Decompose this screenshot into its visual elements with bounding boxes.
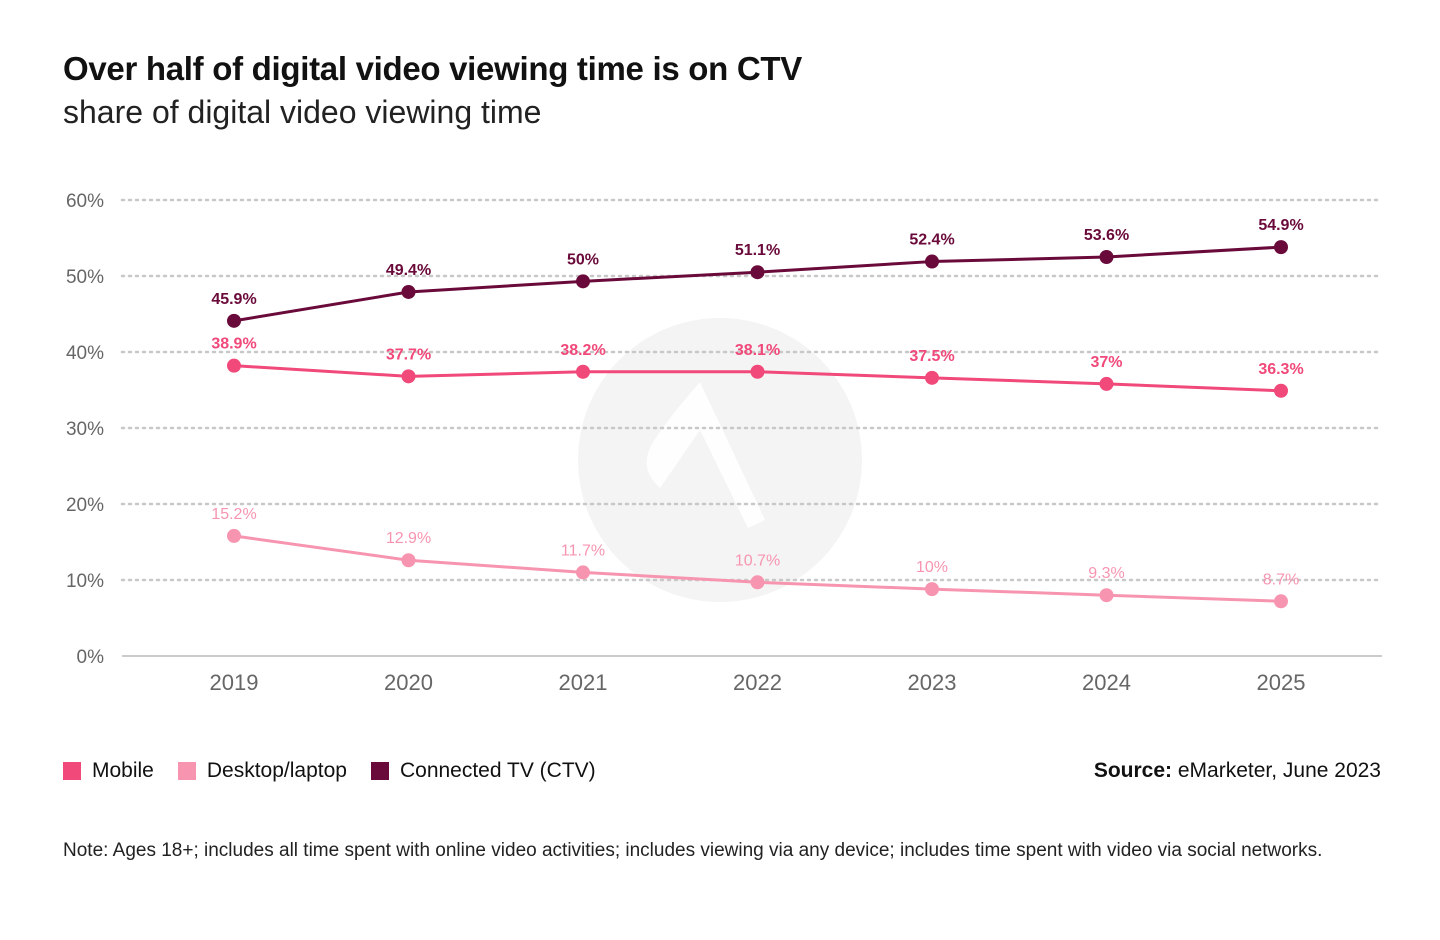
data-label-mobile-2023: 37.5% bbox=[909, 348, 954, 365]
point-ctv-2025 bbox=[1274, 240, 1288, 255]
point-ctv-2023 bbox=[925, 254, 939, 269]
source-text: eMarketer, June 2023 bbox=[1177, 759, 1381, 782]
x-tick-label-2022: 2022 bbox=[733, 670, 782, 695]
point-desktop-2024 bbox=[1099, 588, 1114, 603]
data-label-mobile-2024: 37% bbox=[1090, 354, 1122, 371]
point-ctv-2021 bbox=[576, 274, 590, 289]
x-tick-label-2023: 2023 bbox=[908, 670, 957, 695]
data-label-desktop-2025: 8.7% bbox=[1263, 571, 1299, 588]
legend-label-desktop: Desktop/laptop bbox=[206, 759, 347, 782]
data-label-ctv-2019: 45.9% bbox=[211, 291, 256, 308]
legend-item-desktop: Desktop/laptop bbox=[177, 759, 347, 783]
data-label-desktop-2020: 12.9% bbox=[386, 530, 431, 547]
point-desktop-2025 bbox=[1274, 594, 1288, 609]
x-tick-label-2020: 2020 bbox=[384, 670, 433, 695]
x-tick-label-2024: 2024 bbox=[1082, 670, 1131, 695]
legend-label-ctv: Connected TV (CTV) bbox=[399, 759, 596, 782]
legend-label-mobile: Mobile bbox=[92, 759, 154, 782]
data-label-desktop-2021: 11.7% bbox=[561, 542, 605, 559]
point-mobile-2019 bbox=[227, 358, 241, 373]
chart-subtitle: share of digital video viewing time bbox=[63, 94, 542, 130]
legend-item-ctv: Connected TV (CTV) bbox=[370, 759, 596, 783]
legend: Mobile Desktop/laptop Connected TV (CTV) bbox=[63, 759, 620, 783]
chart-title: Over half of digital video viewing time … bbox=[63, 50, 802, 87]
y-tick-label: 0% bbox=[77, 647, 105, 668]
y-tick-label: 30% bbox=[66, 419, 104, 440]
point-desktop-2023 bbox=[925, 582, 939, 597]
point-ctv-2020 bbox=[401, 284, 416, 299]
y-tick-label: 20% bbox=[66, 495, 104, 516]
data-label-ctv-2022: 51.1% bbox=[735, 242, 780, 259]
point-mobile-2020 bbox=[401, 369, 416, 384]
point-desktop-2021 bbox=[576, 565, 590, 580]
point-mobile-2022 bbox=[750, 364, 765, 379]
x-tick-label-2021: 2021 bbox=[559, 670, 608, 695]
data-label-mobile-2021: 38.2% bbox=[560, 342, 605, 359]
legend-item-mobile: Mobile bbox=[63, 759, 154, 783]
data-label-desktop-2023: 10% bbox=[916, 559, 948, 576]
y-tick-label: 40% bbox=[66, 343, 104, 364]
data-label-desktop-2019: 15.2% bbox=[211, 506, 256, 523]
x-tick-label-2019: 2019 bbox=[210, 670, 259, 695]
point-desktop-2022 bbox=[750, 575, 765, 590]
source-label: Source: bbox=[1093, 759, 1173, 782]
point-ctv-2019 bbox=[227, 313, 241, 328]
data-labels: 38.9% 37.7% 38.2% 38.1% 37.5% 37% 36.3% 15.2% 12… bbox=[211, 217, 1303, 588]
data-label-mobile-2025: 36.3% bbox=[1258, 361, 1303, 378]
point-ctv-2024 bbox=[1099, 250, 1114, 264]
point-mobile-2021 bbox=[576, 364, 590, 379]
data-label-ctv-2023: 52.4% bbox=[909, 232, 954, 249]
y-tick-label: 60% bbox=[66, 191, 104, 212]
data-label-ctv-2020: 49.4% bbox=[386, 262, 431, 279]
legend-swatch-ctv bbox=[370, 762, 389, 780]
data-label-desktop-2024: 9.3% bbox=[1088, 565, 1124, 582]
data-label-ctv-2025: 54.9% bbox=[1258, 217, 1303, 234]
series bbox=[227, 240, 1288, 609]
line-chart: 0% 10% 20% 30% 40% 50% 60% 2019 2020 2021 2022 2023… bbox=[66, 191, 1384, 695]
data-label-mobile-2019: 38.9% bbox=[211, 336, 256, 353]
point-ctv-2022 bbox=[750, 265, 765, 280]
watermark-logo-mark bbox=[646, 382, 765, 528]
point-mobile-2023 bbox=[925, 370, 939, 385]
y-tick-label: 10% bbox=[66, 571, 104, 592]
x-tick-label-2025: 2025 bbox=[1257, 670, 1306, 695]
point-desktop-2019 bbox=[227, 528, 241, 543]
point-mobile-2024 bbox=[1099, 376, 1114, 391]
legend-swatch-desktop bbox=[177, 762, 196, 780]
data-label-ctv-2021: 50% bbox=[567, 251, 599, 268]
data-label-mobile-2022: 38.1% bbox=[735, 342, 780, 359]
data-label-ctv-2024: 53.6% bbox=[1084, 227, 1129, 244]
data-label-mobile-2020: 37.7% bbox=[386, 346, 431, 363]
y-tick-label: 50% bbox=[66, 267, 104, 288]
point-mobile-2025 bbox=[1274, 383, 1288, 398]
axes: 0% 10% 20% 30% 40% 50% 60% 2019 2020 2021 2022 2023… bbox=[66, 191, 1382, 695]
footnote: Note: Ages 18+; includes all time spent … bbox=[63, 840, 1323, 861]
data-label-desktop-2022: 10.7% bbox=[735, 552, 780, 569]
source-line: Source: eMarketer, June 2023 bbox=[1094, 759, 1381, 783]
legend-swatch-mobile bbox=[63, 762, 81, 780]
point-desktop-2020 bbox=[401, 553, 416, 568]
